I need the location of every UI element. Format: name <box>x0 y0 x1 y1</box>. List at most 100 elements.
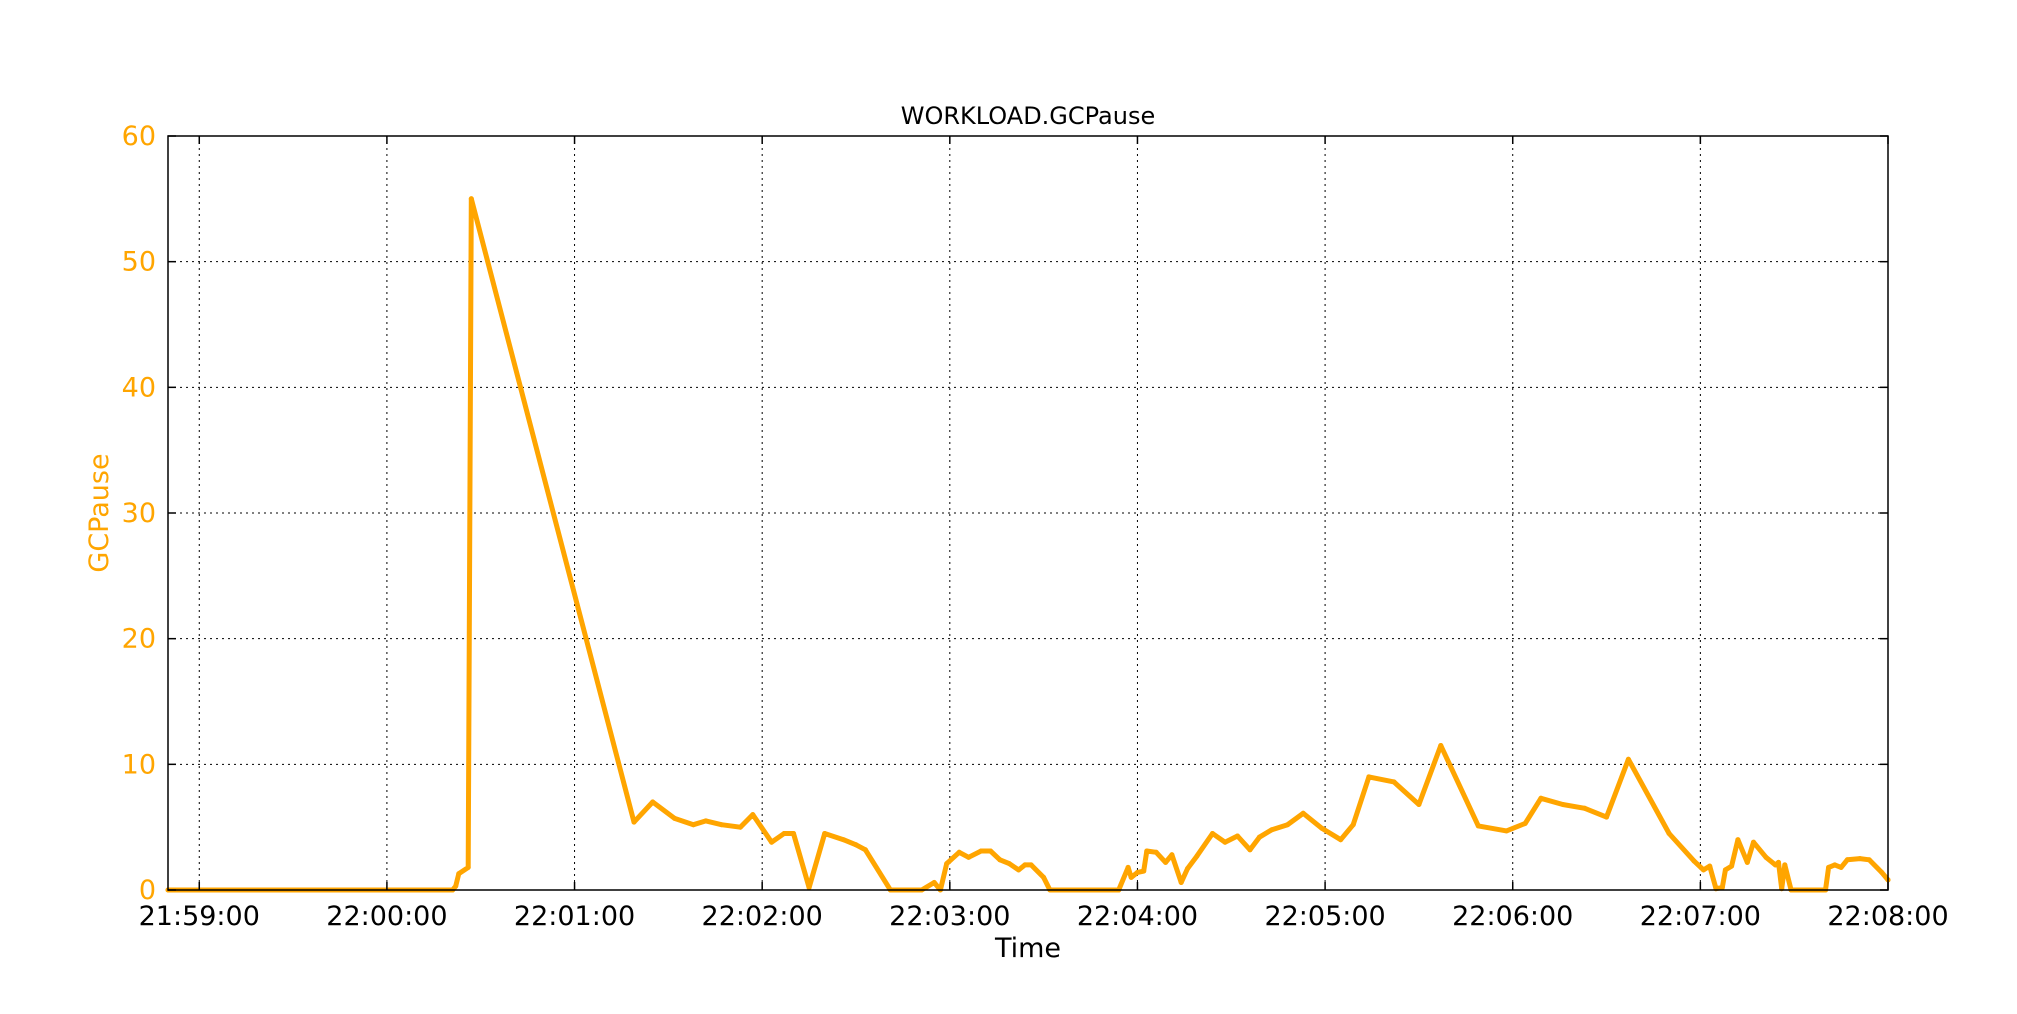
data-point <box>1722 867 1728 873</box>
series-points <box>165 196 1891 893</box>
data-point <box>1832 862 1838 868</box>
data-point <box>806 885 812 890</box>
data-point <box>841 837 846 843</box>
x-axis-label: Time <box>994 933 1061 964</box>
data-point <box>1210 831 1215 836</box>
x-tick-label: 22:02:00 <box>702 901 823 932</box>
data-point <box>1006 861 1012 867</box>
data-point <box>1826 864 1832 870</box>
series-line <box>165 196 1891 893</box>
y-tick-label: 60 <box>122 121 156 152</box>
data-point <box>1416 802 1422 807</box>
x-tick-label: 22:01:00 <box>514 901 635 932</box>
data-point <box>1141 868 1147 874</box>
chart-title: WORKLOAD.GCPause <box>901 102 1155 130</box>
data-point <box>1285 822 1291 828</box>
data-point <box>1022 862 1028 868</box>
data-point <box>1041 874 1047 880</box>
data-point <box>1844 857 1850 863</box>
data-point <box>1016 867 1022 873</box>
grid <box>168 136 1889 890</box>
data-point <box>1319 825 1325 831</box>
x-tick-label: 22:06:00 <box>1452 901 1573 932</box>
data-point <box>1729 863 1735 869</box>
x-tick-label: 21:59:00 <box>139 901 260 932</box>
x-tick-label: 22:05:00 <box>1264 901 1385 932</box>
data-point <box>1604 814 1609 820</box>
y-tick-label: 10 <box>122 749 156 780</box>
data-point <box>1707 863 1713 869</box>
data-point <box>1300 810 1306 816</box>
data-point <box>1763 854 1769 860</box>
ticks <box>168 135 1889 891</box>
data-point <box>978 848 984 854</box>
x-tick-label: 22:04:00 <box>1077 901 1198 932</box>
data-point <box>1776 859 1781 865</box>
data-point <box>1751 839 1756 845</box>
data-point <box>453 883 459 889</box>
data-point <box>1128 874 1134 880</box>
data-point <box>468 196 474 202</box>
y-tick-label: 40 <box>122 372 156 403</box>
data-point <box>1701 867 1706 873</box>
data-point <box>822 831 828 836</box>
data-point <box>1194 853 1200 859</box>
data-point <box>791 831 796 836</box>
data-point <box>1735 837 1741 843</box>
data-point <box>719 822 724 828</box>
data-point <box>1719 885 1725 890</box>
data-point <box>1560 802 1566 807</box>
y-tick-label: 20 <box>122 624 156 655</box>
y-tick-labels: 0 10 20 30 40 50 60 <box>122 121 156 906</box>
data-point <box>944 861 950 867</box>
data-point <box>1163 859 1169 865</box>
data-point <box>1744 859 1750 865</box>
data-point <box>1247 847 1253 853</box>
x-tick-label: 22:03:00 <box>889 901 1010 932</box>
data-point <box>1866 857 1872 863</box>
data-point <box>1222 839 1228 845</box>
data-point <box>1185 866 1190 872</box>
data-point <box>737 824 743 830</box>
data-point <box>988 848 993 854</box>
data-point <box>853 842 859 848</box>
data-point <box>1169 852 1175 858</box>
data-point <box>672 815 678 821</box>
data-point <box>1338 837 1344 843</box>
y-tick-label: 0 <box>139 875 156 906</box>
data-point <box>997 857 1003 863</box>
x-tick-label: 22:07:00 <box>1640 901 1761 932</box>
data-point <box>1582 805 1588 811</box>
data-point <box>1625 756 1631 762</box>
data-point <box>456 871 462 877</box>
data-point <box>1522 820 1528 826</box>
data-point <box>1125 864 1131 870</box>
data-point <box>1857 856 1863 862</box>
data-point <box>703 818 709 824</box>
data-point <box>1366 774 1372 780</box>
data-point <box>1028 862 1034 868</box>
data-point <box>1504 828 1509 834</box>
data-point <box>690 822 696 828</box>
data-point <box>465 864 471 870</box>
data-point <box>1538 795 1544 801</box>
y-tick-label: 30 <box>122 498 156 529</box>
data-point <box>1235 833 1240 839</box>
x-tick-label: 22:08:00 <box>1827 901 1948 932</box>
data-point <box>966 854 972 860</box>
data-point <box>1256 834 1262 840</box>
data-point <box>650 799 656 805</box>
data-point <box>1438 743 1444 748</box>
data-point <box>862 847 868 853</box>
y-axis-label: GCPause <box>84 453 115 572</box>
data-point <box>750 812 756 818</box>
data-point <box>1691 858 1697 864</box>
data-point <box>631 819 637 825</box>
data-point <box>1666 831 1672 836</box>
data-point <box>1391 779 1397 785</box>
data-point <box>1153 849 1159 855</box>
data-point <box>1782 862 1788 868</box>
x-tick-labels: 21:59:00 22:00:00 22:01:00 22:02:00 22:03:00… <box>139 901 1949 932</box>
